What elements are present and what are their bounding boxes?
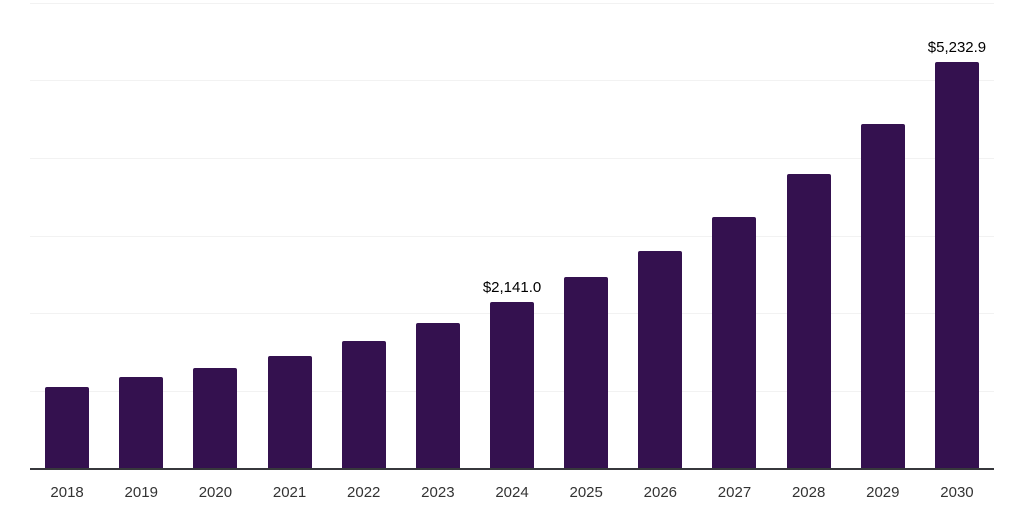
x-tick-2018: 2018: [50, 484, 84, 501]
x-tick-2026: 2026: [643, 484, 678, 501]
bar-2027: [712, 216, 757, 468]
plot-area: $2,141.0 $5,232.9: [30, 3, 994, 470]
bar-2029: [860, 123, 905, 468]
x-tick-2021: 2021: [272, 484, 307, 501]
bar-slot-2024: $2,141.0: [475, 3, 549, 468]
gridline-4000: [30, 157, 994, 159]
value-label-2030: $5,232.9: [927, 39, 987, 57]
bar-slot-2023: [401, 3, 475, 468]
bar-slot-2026: [623, 3, 697, 468]
gridline-3000: [30, 235, 994, 237]
x-tick-2023: 2023: [421, 484, 455, 501]
bar-slot-2030: $5,232.9: [920, 3, 994, 468]
bar-slot-2022: [327, 3, 401, 468]
bar-2025: [564, 277, 609, 468]
bar-slot-2028: [772, 3, 846, 468]
value-label-2024: $2,141.0: [482, 279, 542, 297]
bar-2026: [638, 251, 683, 468]
bar-slot-2020: [178, 3, 252, 468]
x-axis-labels: 2018 2019 2020 2021 2022 2023 2024 2025 2026 2027…: [30, 484, 994, 502]
x-tick-2029: 2029: [866, 484, 900, 501]
bar-2022: [341, 340, 386, 468]
bar-2021: [267, 356, 312, 468]
bar-slot-2029: [846, 3, 920, 468]
bar-2030: [934, 62, 979, 468]
bar-slot-2021: [252, 3, 326, 468]
bar-2019: [119, 376, 164, 468]
bar-2024: [490, 302, 535, 468]
bar-2020: [193, 368, 238, 468]
bar-2023: [415, 323, 460, 468]
x-tick-2024: 2024: [495, 484, 529, 501]
bar-2018: [45, 386, 90, 468]
x-tick-2022: 2022: [347, 484, 381, 501]
bar-2028: [786, 174, 831, 468]
gridline-6000: [30, 3, 994, 4]
x-tick-2028: 2028: [791, 484, 826, 501]
bar-slot-2027: [697, 3, 771, 468]
bar-slot-2025: [549, 3, 623, 468]
x-tick-2020: 2020: [198, 484, 233, 501]
bars-row: $2,141.0 $5,232.9: [30, 3, 994, 468]
x-tick-2030: 2030: [940, 484, 974, 501]
x-tick-2027: 2027: [717, 484, 752, 501]
bar-slot-2018: [30, 3, 104, 468]
gridline-5000: [30, 80, 994, 82]
x-tick-2019: 2019: [124, 484, 158, 501]
x-tick-2025: 2025: [569, 484, 603, 501]
bar-slot-2019: [104, 3, 178, 468]
